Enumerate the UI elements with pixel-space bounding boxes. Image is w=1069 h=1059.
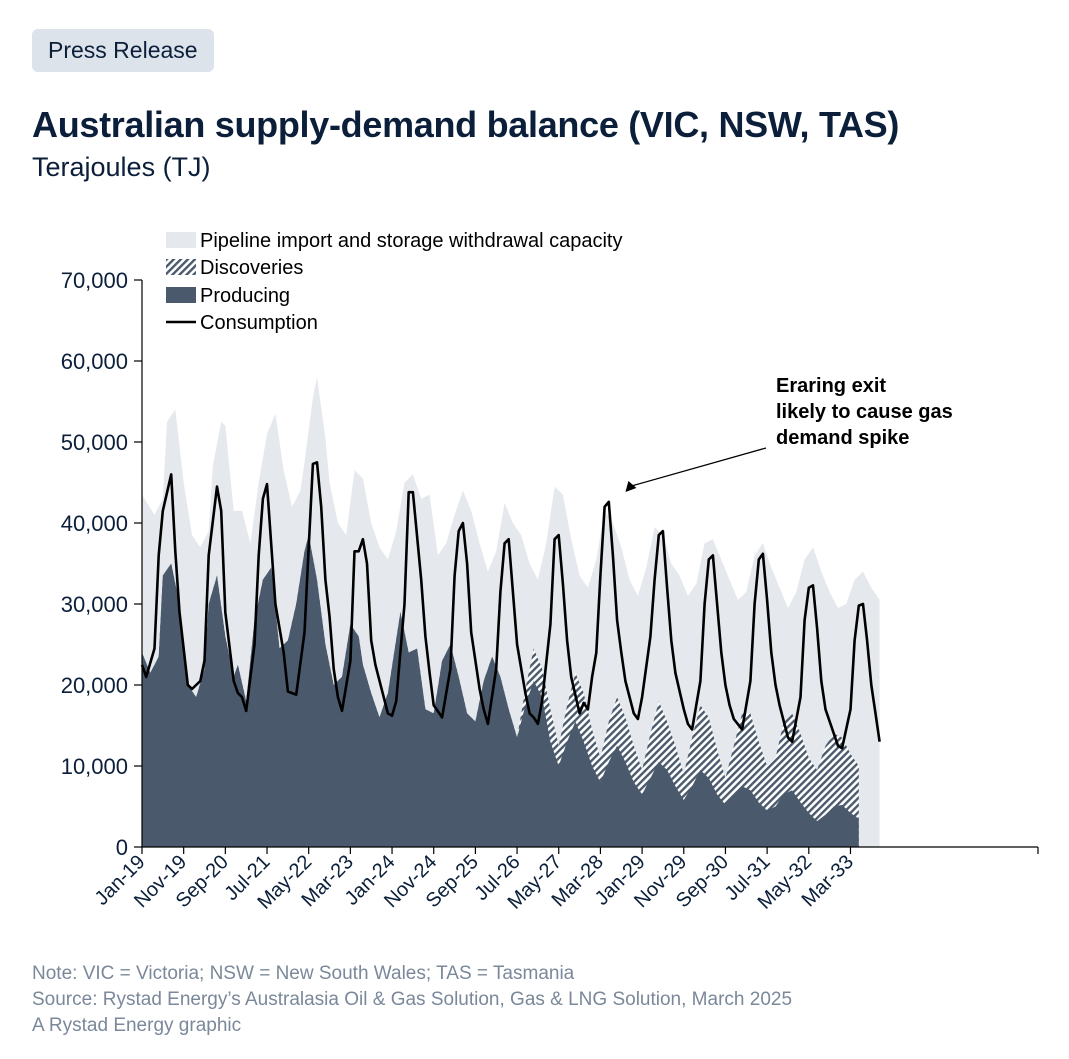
legend-label: Consumption bbox=[200, 312, 318, 334]
press-release-badge: Press Release bbox=[32, 29, 214, 72]
chart-subtitle: Terajoules (TJ) bbox=[32, 152, 211, 182]
footer-credit: A Rystad Energy graphic bbox=[32, 1015, 242, 1036]
y-tick-label: 30,000 bbox=[61, 592, 128, 617]
footer-note: Note: VIC = Victoria; NSW = New South Wa… bbox=[32, 963, 575, 984]
annotation-arrow bbox=[631, 447, 767, 487]
legend-item-consumption: Consumption bbox=[166, 312, 318, 334]
legend-label: Discoveries bbox=[200, 257, 303, 279]
annotation-line: likely to cause gas bbox=[776, 401, 953, 423]
y-tick-label: 50,000 bbox=[61, 430, 128, 455]
chart-title: Australian supply-demand balance (VIC, N… bbox=[32, 104, 900, 145]
footer-source: Source: Rystad Energy’s Australasia Oil … bbox=[32, 989, 793, 1010]
y-tick-label: 60,000 bbox=[61, 349, 128, 374]
chart-legend: Pipeline import and storage withdrawal c… bbox=[166, 230, 622, 334]
series-producing-area bbox=[142, 535, 859, 847]
y-tick-label: 20,000 bbox=[61, 673, 128, 698]
y-tick-label: 0 bbox=[116, 835, 128, 860]
y-tick-label: 40,000 bbox=[61, 511, 128, 536]
y-tick-label: 70,000 bbox=[61, 268, 128, 293]
chart-annotation: Eraring exit likely to cause gas demand sp… bbox=[625, 375, 953, 492]
series-consumption-line bbox=[140, 461, 881, 750]
legend-item-discoveries: Discoveries bbox=[166, 257, 303, 279]
annotation-line: demand spike bbox=[776, 427, 909, 449]
annotation-arrowhead bbox=[625, 481, 637, 492]
legend-label: Producing bbox=[200, 285, 290, 307]
annotation-line: Eraring exit bbox=[776, 375, 886, 397]
legend-swatch-discoveries bbox=[166, 259, 196, 275]
legend-item-producing: Producing bbox=[166, 285, 290, 307]
legend-label: Pipeline import and storage withdrawal c… bbox=[200, 230, 622, 252]
legend-swatch-pipeline-import-and-storage-withdrawal-capacity bbox=[166, 232, 196, 248]
y-tick-label: 10,000 bbox=[61, 754, 128, 779]
chart-areas bbox=[140, 377, 881, 847]
legend-item-pipeline-import-and-storage-withdrawal-capacity: Pipeline import and storage withdrawal c… bbox=[166, 230, 622, 252]
legend-swatch-producing bbox=[166, 287, 196, 303]
